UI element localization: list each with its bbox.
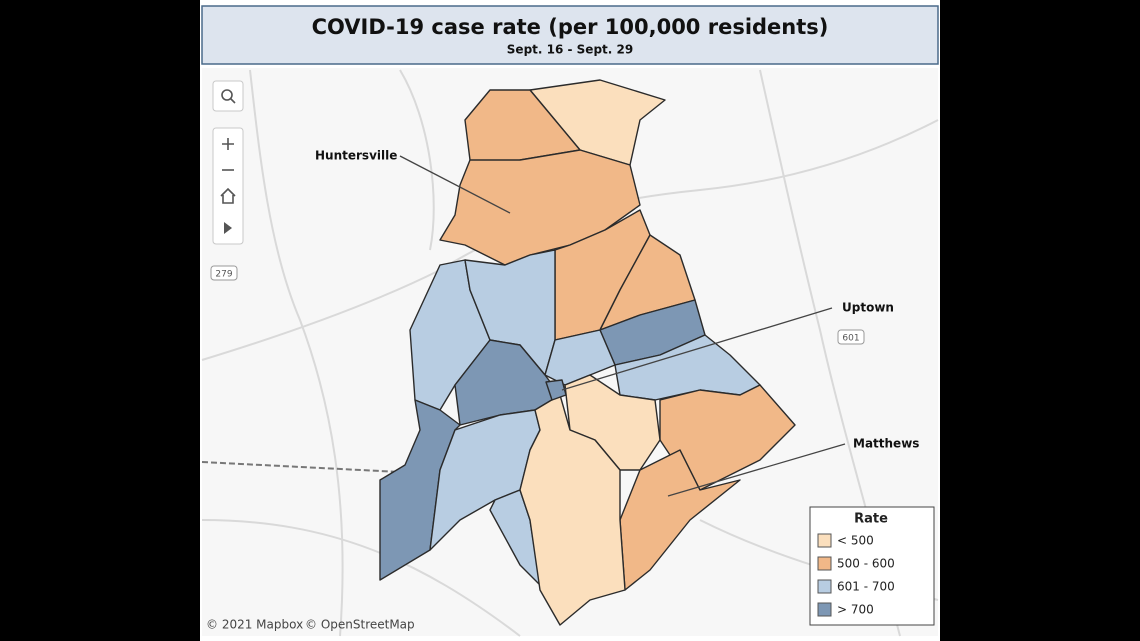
attribution: © 2021 Mapbox: [206, 618, 303, 632]
legend-label: 601 - 700: [837, 580, 895, 594]
road-shield-label: 601: [842, 334, 859, 344]
title-box: [201, 5, 939, 65]
legend-label: < 500: [837, 534, 874, 548]
legend-swatch: [817, 579, 832, 594]
annotation-arrow: [667, 443, 846, 497]
annotation-arrow: [399, 155, 511, 214]
road: [201, 519, 521, 637]
home-button[interactable]: [220, 187, 236, 204]
road: [249, 69, 344, 637]
legend: Rate < 500 500 - 600 601 - 700 > 700: [809, 506, 935, 626]
annotation-label: Uptown: [842, 301, 894, 315]
legend-title: Rate: [854, 512, 888, 527]
play-button[interactable]: [224, 222, 232, 234]
zoom-in-button[interactable]: [222, 138, 234, 150]
annotation-label: Matthews: [853, 437, 919, 451]
road: [399, 69, 435, 251]
title: COVID-19 case rate (per 100,000 resident…: [312, 15, 829, 39]
state-line: [201, 461, 401, 473]
annotations: Huntersville Uptown Matthews: [315, 149, 919, 497]
annotation-label: Huntersville: [315, 149, 397, 163]
zip-region: [545, 379, 567, 401]
road-shield: [210, 265, 238, 281]
regions: [379, 79, 796, 626]
road-shield-label: 279: [215, 270, 232, 280]
subtitle: Sept. 16 - Sept. 29: [507, 43, 633, 57]
zip-region: [519, 394, 626, 626]
legend-label: > 700: [837, 603, 874, 617]
annotation-arrow: [561, 307, 833, 391]
attribution: © OpenStreetMap: [305, 618, 415, 632]
road-shield: [837, 329, 865, 345]
search-icon: [221, 89, 233, 101]
search-button[interactable]: [212, 80, 244, 112]
zoom-panel: [212, 127, 244, 245]
legend-swatch: [817, 602, 832, 617]
search-icon: [230, 98, 236, 104]
legend-swatch: [817, 556, 832, 571]
legend-swatch: [817, 533, 832, 548]
legend-label: 500 - 600: [837, 557, 895, 571]
map-controls: [212, 80, 244, 245]
